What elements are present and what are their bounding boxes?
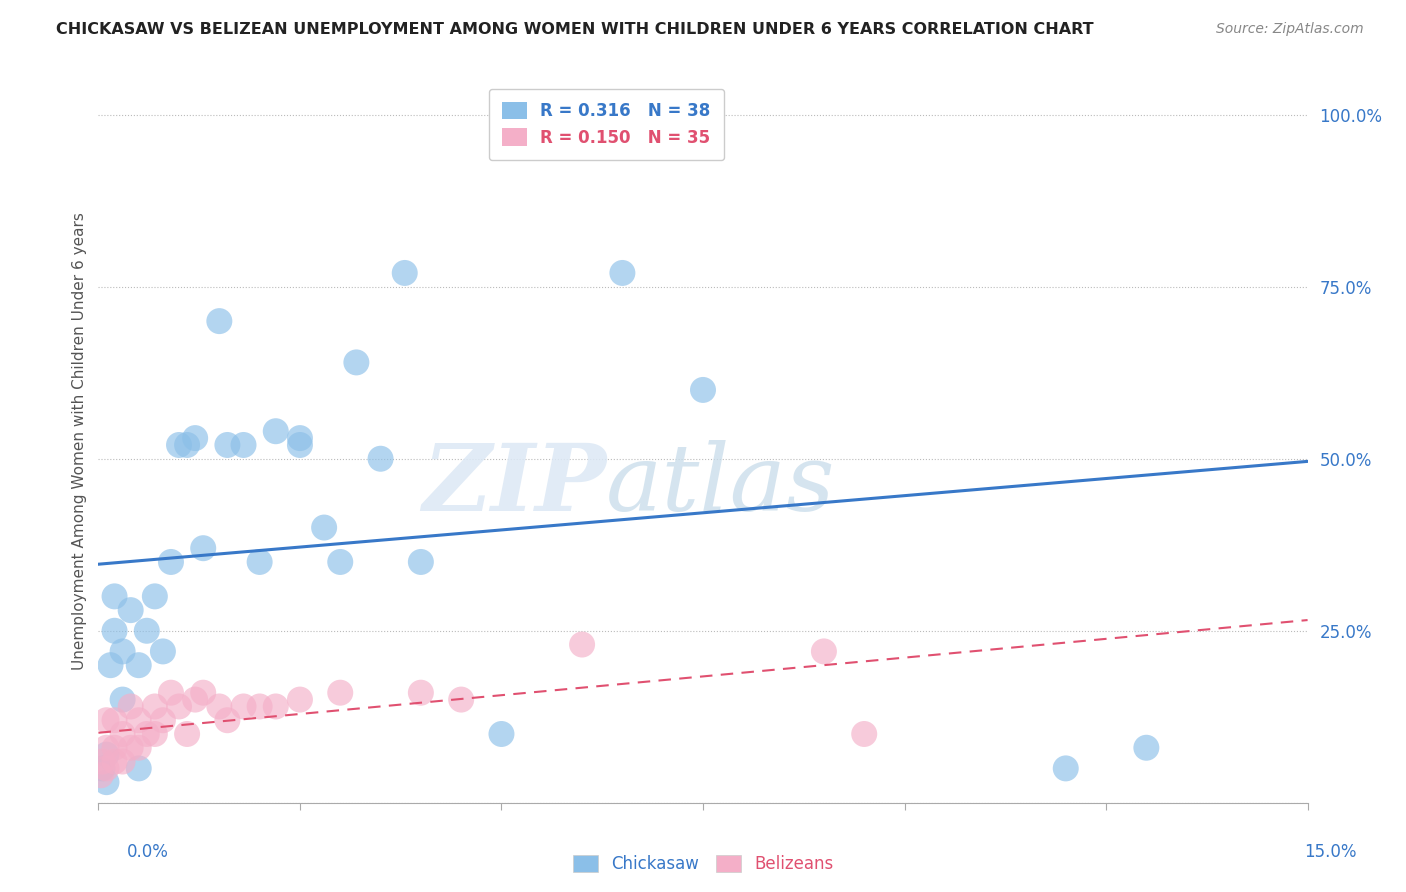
Point [111,644,134,658]
Point [249,555,271,569]
Point [103,755,125,769]
Point [96,740,118,755]
Text: atlas: atlas [606,440,835,530]
Point [232,438,254,452]
Y-axis label: Unemployment Among Women with Children Under 6 years: Unemployment Among Women with Children U… [72,212,87,671]
Point [120,699,142,714]
Point [91,761,114,775]
Point [314,520,336,534]
Point [329,686,352,700]
Point [103,624,125,638]
Text: 0.0%: 0.0% [127,843,169,861]
Point [111,755,134,769]
Point [120,740,142,755]
Point [491,727,513,741]
Point [96,761,118,775]
Point [264,699,287,714]
Point [288,431,311,445]
Point [96,747,118,762]
Point [232,699,254,714]
Point [217,438,239,452]
Point [152,713,174,727]
Text: Source: ZipAtlas.com: Source: ZipAtlas.com [1216,22,1364,37]
Point [450,692,472,706]
Point [813,644,835,658]
Point [128,761,150,775]
Point [409,686,432,700]
Point [103,713,125,727]
Point [135,727,157,741]
Point [193,686,215,700]
Point [100,658,122,673]
Point [111,692,134,706]
Point [370,451,392,466]
Point [692,383,714,397]
Text: ZIP: ZIP [422,440,606,530]
Point [217,713,239,727]
Point [143,727,166,741]
Legend: Chickasaw, Belizeans: Chickasaw, Belizeans [564,847,842,881]
Point [176,438,198,452]
Point [1054,761,1077,775]
Point [1135,740,1157,755]
Point [152,644,174,658]
Point [184,692,207,706]
Point [193,541,215,556]
Point [249,699,271,714]
Point [853,727,876,741]
Point [91,755,114,769]
Point [128,713,150,727]
Point [111,727,134,741]
Point [208,699,231,714]
Point [329,555,352,569]
Point [96,713,118,727]
Point [160,555,183,569]
Point [612,266,634,280]
Point [288,692,311,706]
Point [128,658,150,673]
Point [409,555,432,569]
Text: 15.0%: 15.0% [1305,843,1357,861]
Point [208,314,231,328]
Point [143,590,166,604]
Point [103,590,125,604]
Point [344,355,367,369]
Point [143,699,166,714]
Point [120,603,142,617]
Point [167,699,190,714]
Point [96,775,118,789]
Point [184,431,207,445]
Point [160,686,183,700]
Text: CHICKASAW VS BELIZEAN UNEMPLOYMENT AMONG WOMEN WITH CHILDREN UNDER 6 YEARS CORRE: CHICKASAW VS BELIZEAN UNEMPLOYMENT AMONG… [56,22,1094,37]
Point [571,128,593,143]
Point [103,740,125,755]
Point [571,638,593,652]
Point [264,424,287,438]
Point [176,727,198,741]
Point [167,438,190,452]
Point [135,624,157,638]
Point [128,740,150,755]
Point [394,266,416,280]
Point [90,768,112,782]
Point [288,438,311,452]
